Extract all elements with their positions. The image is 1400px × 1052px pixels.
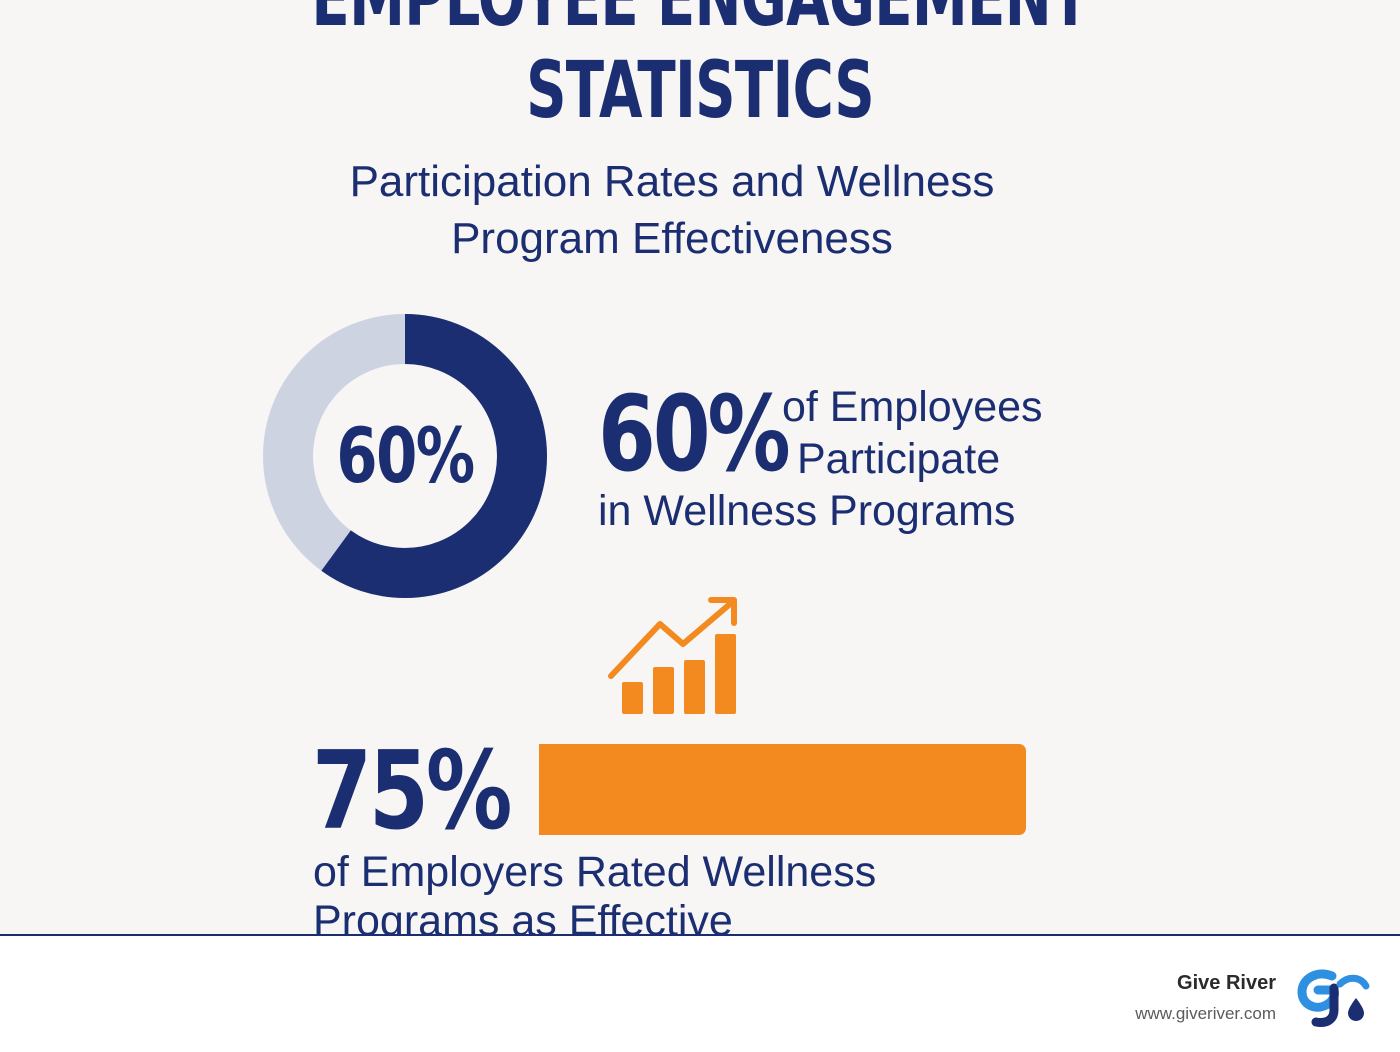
brand-name: Give River bbox=[1177, 972, 1276, 994]
page-title-line-2: STATISTICS bbox=[526, 46, 875, 136]
page-title-line-1: EMPLOYEE ENGAGEMENT bbox=[196, 0, 1204, 38]
footer: Give River www.giveriver.com bbox=[0, 934, 1400, 1052]
participation-stat-text-1: of Employees bbox=[782, 383, 1043, 431]
effectiveness-stat-value: 75% bbox=[312, 729, 512, 854]
participation-stat-text-3: in Wellness Programs bbox=[598, 487, 1016, 535]
donut-center-label: 60% bbox=[336, 411, 475, 500]
effectiveness-progress-fill bbox=[539, 744, 1026, 835]
effectiveness-stat-text-1: of Employers Rated Wellness bbox=[313, 848, 877, 896]
subtitle-line-1: Participation Rates and Wellness bbox=[349, 157, 995, 206]
bar-chart-trend-up-icon bbox=[608, 597, 737, 714]
participation-stat-text-2: Participate bbox=[797, 435, 1001, 483]
effectiveness-progress-bar bbox=[539, 744, 1026, 835]
effectiveness-stat-text-2: Programs as Effective bbox=[313, 897, 733, 934]
participation-stat-value: 60% bbox=[598, 373, 791, 495]
brand-url[interactable]: www.giveriver.com bbox=[1135, 1004, 1276, 1023]
subtitle-line-2: Program Effectiveness bbox=[451, 214, 893, 263]
give-river-logo bbox=[1297, 969, 1370, 1027]
infographic: EMPLOYEE ENGAGEMENT STATISTICS Participa… bbox=[196, 0, 1204, 934]
participation-donut-chart bbox=[263, 314, 547, 598]
donut-fill bbox=[263, 314, 547, 598]
